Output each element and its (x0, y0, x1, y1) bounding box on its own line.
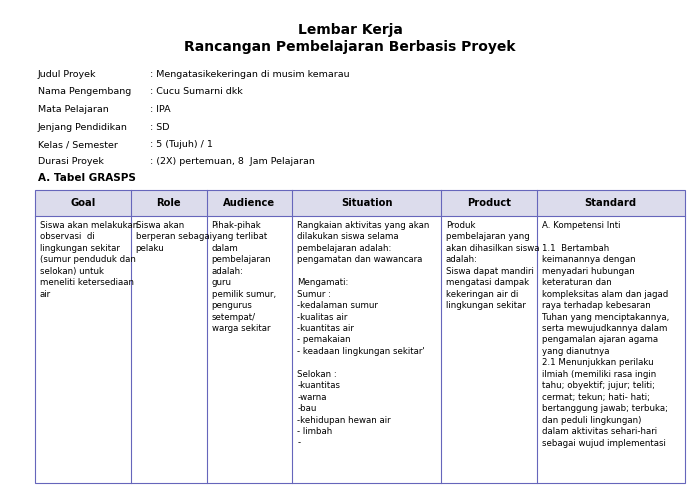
Text: : IPA: : IPA (150, 105, 171, 114)
Bar (35, 190, 685, 216)
Text: Kelas / Semester: Kelas / Semester (38, 140, 118, 149)
Text: Siswa akan
berperan sebagai
pelaku: Siswa akan berperan sebagai pelaku (136, 221, 211, 253)
Text: Goal: Goal (70, 198, 95, 208)
Text: A. Kompetensi Inti

1.1  Bertambah
keimanannya dengan
menyadari hubungan
keterat: A. Kompetensi Inti 1.1 Bertambah keimana… (542, 221, 668, 447)
Text: : Cucu Sumarni dkk: : Cucu Sumarni dkk (150, 88, 243, 97)
Text: Durasi Proyek: Durasi Proyek (38, 157, 104, 166)
Text: : 5 (Tujuh) / 1: : 5 (Tujuh) / 1 (150, 140, 213, 149)
Text: Rancangan Pembelajaran Berbasis Proyek: Rancangan Pembelajaran Berbasis Proyek (184, 40, 516, 54)
Text: : Mengatasikekeringan di musim kemarau: : Mengatasikekeringan di musim kemarau (150, 70, 349, 79)
Text: A. Tabel GRASPS: A. Tabel GRASPS (38, 173, 136, 183)
Text: Siswa akan melakukan
observasi  di
lingkungan sekitar
(sumur penduduk dan
seloka: Siswa akan melakukan observasi di lingku… (40, 221, 139, 298)
Text: Judul Proyek: Judul Proyek (38, 70, 97, 79)
Text: Role: Role (156, 198, 181, 208)
Text: : SD: : SD (150, 122, 169, 132)
Text: : (2X) pertemuan, 8  Jam Pelajaran: : (2X) pertemuan, 8 Jam Pelajaran (150, 157, 315, 166)
Text: Mata Pelajaran: Mata Pelajaran (38, 105, 108, 114)
Text: Audience: Audience (223, 198, 276, 208)
Text: Lembar Kerja: Lembar Kerja (298, 23, 402, 37)
Text: Nama Pengembang: Nama Pengembang (38, 88, 132, 97)
Text: Standard: Standard (584, 198, 637, 208)
Text: Rangkaian aktivitas yang akan
dilakukan siswa selama
pembelajaran adalah:
pengam: Rangkaian aktivitas yang akan dilakukan … (298, 221, 430, 447)
Text: Situation: Situation (341, 198, 392, 208)
Bar (35, 190, 685, 483)
Text: Produk
pembelajaran yang
akan dihasilkan siswa
adalah:
Siswa dapat mandiri
menga: Produk pembelajaran yang akan dihasilkan… (446, 221, 539, 310)
Text: Product: Product (467, 198, 511, 208)
Text: Pihak-pihak
yang terlibat
dalam
pembelajaran
adalah:
guru
pemilik sumur,
penguru: Pihak-pihak yang terlibat dalam pembelaj… (211, 221, 276, 333)
Text: Jenjang Pendidikan: Jenjang Pendidikan (38, 122, 128, 132)
